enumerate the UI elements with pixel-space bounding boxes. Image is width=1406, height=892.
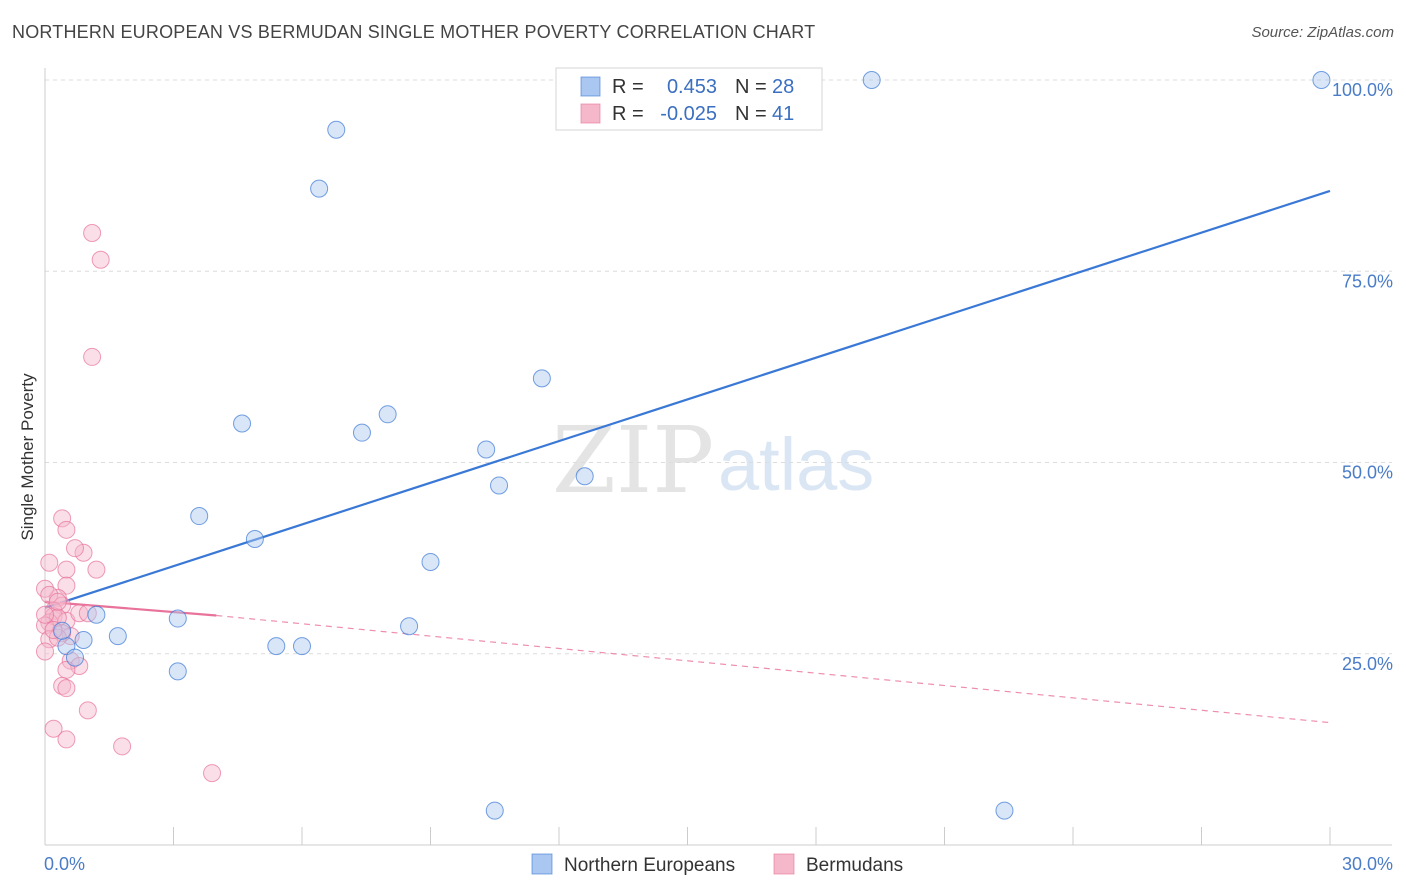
bermudan-point [57,560,76,579]
series-label-bermudans: Bermudans [806,855,903,876]
northern-european-point [327,120,346,139]
bermudan-point [113,737,132,756]
bermudan-point [87,560,106,579]
bermudan-point [40,553,59,572]
bermudan-point [36,616,54,635]
bermudan-point [36,605,54,624]
bermudan-point [91,250,110,269]
bermudan-point [44,719,63,738]
bermudan-point [36,642,54,661]
bermudan-point [65,539,84,558]
northern-european-point [293,637,311,656]
legend-n-label: N = [735,76,767,98]
bermudan-point [48,592,67,611]
bermudans-trendline-dashed [216,614,1331,724]
x-tick-label: 0.0% [44,854,85,874]
data-points [36,71,1331,820]
x-tick-labels: 0.0% 30.0% [44,854,1393,874]
northern-european-point [352,423,371,442]
legend-r-value: 0.453 [667,76,717,98]
bermudans-trendline-solid [44,600,217,617]
bermudan-point [53,509,72,528]
x-tick-label: 30.0% [1342,854,1393,874]
northern-european-point [233,414,252,433]
northern-european-point [65,648,84,667]
legend-swatch-bermudans [580,103,601,124]
chart-title: NORTHERN EUROPEAN VS BERMUDAN SINGLE MOT… [12,22,816,42]
northern-european-point [168,662,187,681]
northern-european-point [168,609,187,628]
y-tick-label: 25.0% [1342,654,1393,674]
legend-r-value: -0.025 [660,103,717,125]
bermudan-point [57,679,76,698]
northern-european-point [995,801,1014,820]
series-label-northern-europeans: Northern Europeans [564,855,735,876]
legend-n-value: 41 [772,103,794,125]
bermudan-point [74,543,93,562]
northern-european-point [485,801,504,820]
northern-european-point [310,179,329,198]
series-swatch-bermudans [773,853,795,875]
northern-european-point [477,440,496,459]
northern-european-point [245,530,264,548]
y-tick-labels: 25.0% 50.0% 75.0% 100.0% [1332,80,1393,674]
correlation-legend: R = 0.453 N = 28 R = -0.025 N = 41 [555,67,823,131]
axes [44,68,1392,846]
y-tick-label: 50.0% [1342,463,1393,483]
northern-european-point [53,621,72,640]
y-tick-label: 75.0% [1342,271,1393,291]
northern-europeans-trendline [44,189,1331,609]
northern-european-point [87,605,106,624]
northern-european-point [378,405,397,424]
watermark-atlas: atlas [718,423,874,506]
bermudan-point [57,520,76,539]
legend-r-label: R = [612,103,644,125]
bermudan-point [78,701,97,720]
gridlines [45,79,1392,655]
bermudan-point [203,764,222,783]
legend-r-label: R = [612,76,644,98]
legend-n-label: N = [735,103,767,125]
northern-european-point [74,630,93,649]
source-label: Source: ZipAtlas.com [1251,24,1394,41]
bermudan-point [83,347,102,366]
northern-european-point [1312,71,1331,89]
watermark-zip: ZIP [552,407,714,514]
northern-european-point [267,637,286,656]
northern-european-point [421,552,440,571]
bermudan-point [57,730,76,749]
y-tick-label: 100.0% [1332,80,1393,100]
northern-european-point [862,71,881,89]
legend-n-value: 28 [772,76,794,98]
bermudan-point [57,576,76,595]
y-axis-label: Single Mother Poverty [18,373,37,541]
northern-european-point [108,627,127,646]
bermudan-point [83,224,102,242]
legend-swatch-northern-europeans [580,76,601,97]
northern-european-point [575,467,594,486]
northern-european-point [190,507,209,526]
series-swatch-northern-europeans [531,853,553,875]
series-legend: Northern Europeans Bermudans [531,853,903,876]
northern-european-point [400,617,419,636]
trendlines [44,189,1331,724]
northern-european-point [532,369,551,388]
northern-european-point [490,476,509,495]
